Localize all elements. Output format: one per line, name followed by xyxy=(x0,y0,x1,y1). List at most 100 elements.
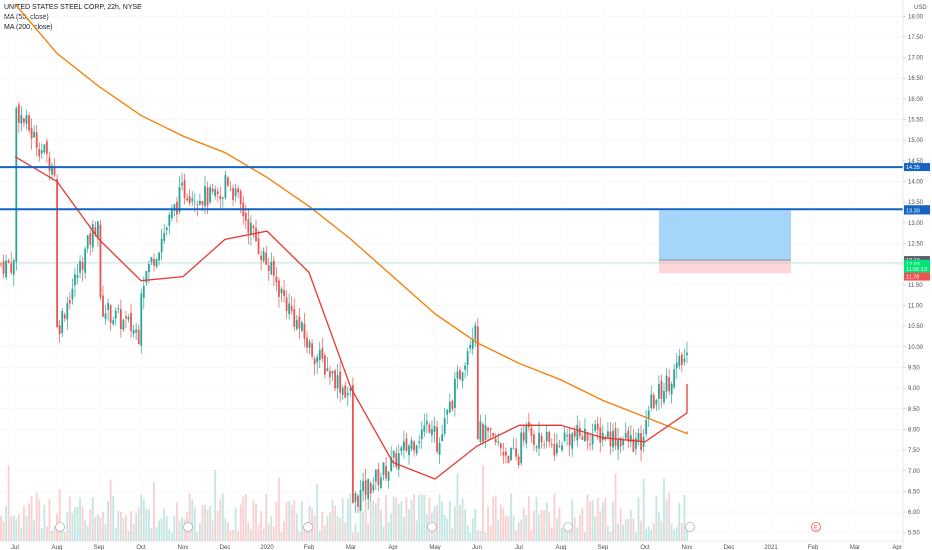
candle-body xyxy=(525,426,528,444)
candle-body xyxy=(451,400,454,410)
candle-body xyxy=(214,189,217,196)
candle-body xyxy=(97,221,99,238)
dividend-marker[interactable] xyxy=(55,522,65,532)
stop-zone[interactable] xyxy=(659,260,791,274)
legend-symbol-title: UNITED STATES STEEL CORP, 22h, NYSE xyxy=(4,4,142,11)
volume-bar xyxy=(206,509,209,541)
volume-bar xyxy=(522,508,525,541)
volume-bar xyxy=(79,497,81,541)
candle-body xyxy=(517,456,520,466)
dividend-marker[interactable] xyxy=(303,522,313,532)
volume-bar xyxy=(165,516,168,541)
volume-bar xyxy=(329,512,331,541)
volume-bar xyxy=(423,495,426,541)
volume-bar xyxy=(510,493,512,541)
volume-bar xyxy=(425,514,428,541)
candle-body xyxy=(168,214,171,226)
price-axis[interactable]: 18.00 17.50 17.00 16.50 16.00 15.50 15.00 14.50… xyxy=(902,0,924,550)
volume-bar xyxy=(464,509,466,541)
hline-price-badge-label: 14.35 xyxy=(906,165,920,171)
candle-body xyxy=(280,288,283,294)
price-axis-label: 6.00 xyxy=(908,510,920,516)
candle-body xyxy=(431,429,433,436)
time-axis-label: Mar xyxy=(346,545,356,550)
dividend-marker[interactable] xyxy=(685,522,695,532)
volume-bar xyxy=(594,516,597,541)
candle-body xyxy=(474,325,477,340)
volume-bar xyxy=(400,501,403,541)
candle-body xyxy=(79,261,81,273)
candle-body xyxy=(566,435,568,437)
candle-body xyxy=(262,250,265,262)
candle-body xyxy=(109,305,112,323)
candle-body xyxy=(163,233,166,242)
candle-body xyxy=(188,196,191,204)
volume-bar xyxy=(10,516,13,541)
candle-body xyxy=(135,329,138,333)
candle-body xyxy=(415,445,418,454)
earnings-marker[interactable] xyxy=(811,522,821,532)
candle-body xyxy=(178,187,181,213)
volume-bar xyxy=(556,517,558,541)
candle-body xyxy=(68,299,71,304)
candle-body xyxy=(12,260,15,275)
volume-bar xyxy=(548,512,551,541)
volume-bar xyxy=(153,481,155,541)
candle-body xyxy=(658,384,660,399)
event-markers[interactable]: E xyxy=(55,522,821,532)
volume-bar xyxy=(397,503,400,541)
dividend-marker[interactable] xyxy=(563,522,573,532)
candle-body xyxy=(130,313,132,332)
volume-bar xyxy=(91,497,94,541)
candle-body xyxy=(624,432,627,439)
candle-body xyxy=(28,115,30,131)
candle-body xyxy=(316,357,319,363)
candle-body xyxy=(122,319,125,331)
legend-ma200[interactable]: MA (200, close) xyxy=(4,24,53,31)
candle-body xyxy=(387,471,390,481)
candle-body xyxy=(655,399,658,405)
price-badge xyxy=(904,272,930,281)
target-zone[interactable] xyxy=(659,210,791,261)
volume-bar xyxy=(515,530,517,541)
volume-bar xyxy=(331,499,334,541)
volume-bar xyxy=(155,527,158,541)
volume-bar xyxy=(234,507,237,541)
candle-body xyxy=(614,428,617,446)
horizontal-lines[interactable] xyxy=(0,166,903,211)
candle-body xyxy=(117,308,120,310)
candle-body xyxy=(683,358,686,362)
volume-bar xyxy=(443,514,446,541)
volume-bar xyxy=(321,512,324,541)
volume-bar xyxy=(566,530,568,541)
volume-bar xyxy=(607,525,609,541)
candle-body xyxy=(301,322,303,332)
candle-body xyxy=(326,368,329,372)
volume-bar xyxy=(609,531,612,541)
volume-bar xyxy=(377,497,380,541)
candle-body xyxy=(466,351,469,365)
volume-bar xyxy=(71,513,74,541)
candle-body xyxy=(61,311,64,333)
volume-bar xyxy=(584,531,586,541)
candle-body xyxy=(502,452,505,456)
dividend-marker[interactable] xyxy=(427,522,437,532)
candle-body xyxy=(619,437,622,447)
time-axis[interactable]: Jul Aug Sep Oct Nov Dec 2020 Feb Mar Apr May Jun Jul… xyxy=(0,540,903,550)
price-badge xyxy=(904,259,930,268)
candle-body xyxy=(369,482,372,494)
time-axis-label: Dec xyxy=(724,545,735,550)
volume-bar xyxy=(612,501,614,541)
candle-body xyxy=(219,195,222,200)
candle-body xyxy=(107,302,109,310)
volume-bar xyxy=(301,501,303,541)
volume-bar xyxy=(395,497,398,541)
candle-body xyxy=(127,316,130,320)
candle-body xyxy=(102,295,104,317)
dividend-marker[interactable] xyxy=(183,522,193,532)
volume-bar xyxy=(543,510,546,541)
time-axis-label: Nov xyxy=(178,545,189,550)
position-tool[interactable] xyxy=(659,210,791,274)
candle-body xyxy=(390,457,393,471)
